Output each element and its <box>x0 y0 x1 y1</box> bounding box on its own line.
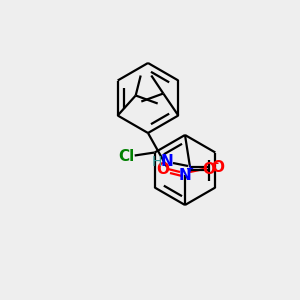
Text: Cl: Cl <box>118 149 135 164</box>
Text: O: O <box>202 161 215 176</box>
Text: H: H <box>152 155 162 169</box>
Text: O: O <box>157 161 169 176</box>
Text: +: + <box>186 164 194 174</box>
Text: N: N <box>160 154 173 169</box>
Text: O: O <box>212 160 224 175</box>
Text: N: N <box>178 167 191 182</box>
Text: -: - <box>213 158 219 170</box>
